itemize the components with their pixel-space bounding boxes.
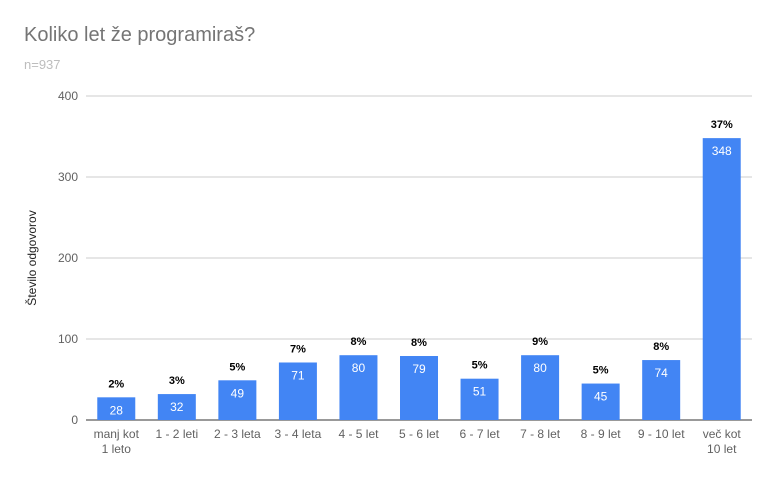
x-category-label: 1 - 2 leti [155, 427, 198, 441]
x-category-label: 5 - 6 let [399, 427, 440, 441]
bar-percent-label: 5% [229, 361, 245, 373]
bar-percent-label: 37% [711, 119, 733, 131]
bar [157, 394, 196, 420]
x-category-label: 3 - 4 leta [275, 427, 322, 441]
x-category-label: 1 leto [102, 442, 132, 456]
bar-percent-label: 2% [108, 378, 124, 390]
y-tick-label: 300 [58, 170, 78, 184]
x-category-label: več kot [703, 427, 742, 441]
x-category-label: 9 - 10 let [638, 427, 685, 441]
x-category-label: 6 - 7 let [460, 427, 501, 441]
bar-value-label: 71 [291, 368, 305, 382]
bar [642, 360, 681, 420]
bar-value-label: 79 [412, 362, 426, 376]
y-tick-label: 400 [58, 89, 78, 103]
y-tick-label: 200 [58, 251, 78, 265]
bar-value-label: 45 [594, 390, 608, 404]
bars: 28 2% 32 3% 49 5% 71 7% 80 8% 79 8% 51 5% 80 9% 45 5% 74 8%… [97, 119, 741, 420]
bar [278, 362, 317, 420]
bar [460, 378, 499, 420]
y-axis-title: Število odgovorov [24, 210, 39, 305]
bar [521, 355, 560, 420]
x-category-label: 2 - 3 leta [214, 427, 261, 441]
chart-title: Koliko let že programiraš? [24, 24, 256, 46]
bar [581, 383, 620, 420]
chart-subtitle: n=937 [24, 57, 61, 72]
bar [400, 356, 438, 420]
bar-percent-label: 8% [411, 337, 427, 349]
bar-value-label: 28 [110, 403, 124, 417]
bar [702, 138, 741, 420]
bar-value-label: 49 [231, 386, 245, 400]
bar-percent-label: 7% [290, 343, 306, 355]
y-tick-label: 100 [58, 332, 78, 346]
bar-percent-label: 3% [169, 375, 185, 387]
bar [97, 397, 136, 420]
bar-value-label: 348 [712, 144, 732, 158]
x-category-label: 7 - 8 let [520, 427, 561, 441]
bar [339, 355, 378, 420]
bar-value-label: 80 [352, 361, 366, 375]
bar-value-label: 51 [473, 385, 487, 399]
x-category-label: 8 - 9 let [581, 427, 622, 441]
x-category-label: manj kot [94, 427, 140, 441]
bar-value-label: 32 [170, 400, 184, 414]
bar-percent-label: 5% [472, 360, 488, 372]
x-category-label: 4 - 5 let [338, 427, 379, 441]
bar [218, 380, 257, 420]
bar-percent-label: 9% [532, 336, 548, 348]
bar-value-label: 74 [655, 366, 669, 380]
x-category-label: 10 let [707, 442, 737, 456]
bar-percent-label: 5% [593, 365, 609, 377]
y-tick-label: 0 [71, 413, 78, 427]
y-axis-ticks: 0 100 200 300 400 [58, 89, 78, 427]
bar-percent-label: 8% [653, 341, 669, 353]
bar-value-label: 80 [533, 361, 547, 375]
bar-percent-label: 8% [351, 336, 367, 348]
